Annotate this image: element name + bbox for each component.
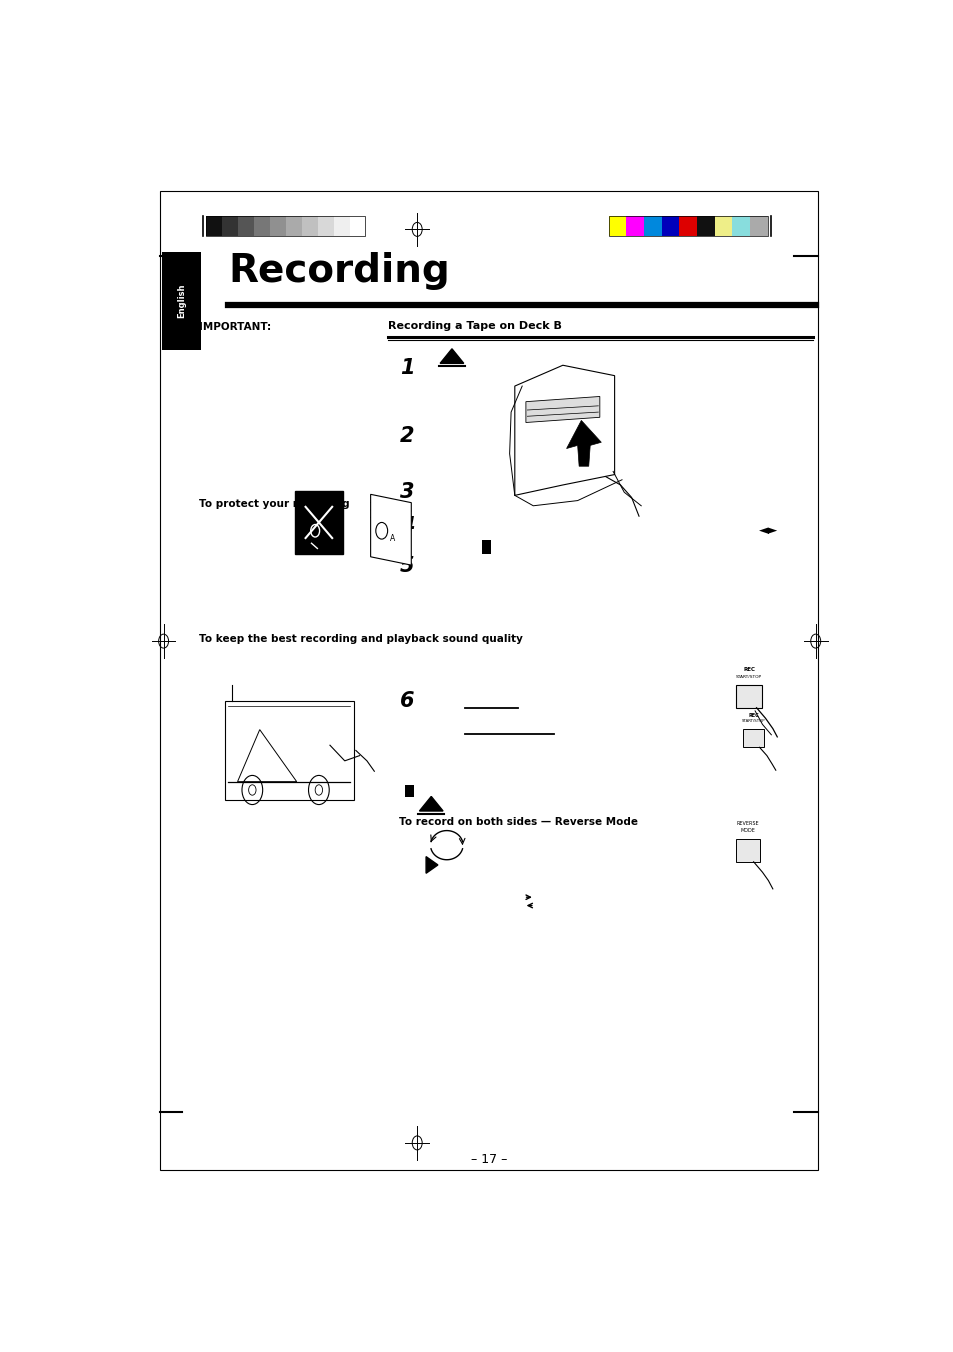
- Polygon shape: [525, 396, 599, 422]
- Bar: [301, 216, 317, 235]
- Text: 5: 5: [400, 556, 415, 576]
- Bar: [608, 216, 767, 235]
- Bar: [253, 216, 270, 235]
- Bar: [735, 685, 761, 707]
- Text: 1: 1: [400, 358, 415, 379]
- Bar: [270, 216, 286, 235]
- Polygon shape: [419, 796, 442, 811]
- Text: REC: REC: [742, 668, 755, 672]
- Text: START/STOP: START/STOP: [741, 719, 764, 723]
- Bar: [714, 216, 732, 235]
- Text: A: A: [390, 534, 395, 542]
- Bar: [643, 216, 661, 235]
- Text: MODE: MODE: [740, 827, 755, 833]
- Text: To record on both sides — Reverse Mode: To record on both sides — Reverse Mode: [398, 817, 637, 827]
- Text: 2: 2: [400, 426, 415, 446]
- Bar: [735, 838, 759, 861]
- Bar: [238, 216, 253, 235]
- Bar: [405, 784, 414, 798]
- Bar: [481, 541, 491, 554]
- Bar: [294, 491, 342, 554]
- Bar: [317, 216, 334, 235]
- Polygon shape: [426, 857, 437, 873]
- Text: ◄►: ◄►: [758, 525, 778, 537]
- Bar: [334, 216, 349, 235]
- Text: REC: REC: [747, 713, 759, 718]
- Text: REVERSE: REVERSE: [736, 822, 759, 826]
- Text: Recording a Tape on Deck B: Recording a Tape on Deck B: [387, 320, 561, 331]
- Bar: [697, 216, 714, 235]
- Text: To protect your recording: To protect your recording: [199, 499, 350, 508]
- Bar: [661, 216, 679, 235]
- Bar: [222, 216, 238, 235]
- Bar: [732, 216, 749, 235]
- Bar: [206, 216, 222, 235]
- Text: 4: 4: [400, 516, 415, 537]
- Bar: [749, 216, 767, 235]
- Text: START/STOP: START/STOP: [736, 675, 761, 679]
- Text: 3: 3: [400, 481, 415, 502]
- Bar: [608, 216, 626, 235]
- Bar: [679, 216, 697, 235]
- Text: – 17 –: – 17 –: [470, 1153, 507, 1165]
- Polygon shape: [370, 495, 411, 565]
- Bar: [206, 216, 365, 235]
- Text: 6: 6: [400, 691, 415, 711]
- Bar: [626, 216, 643, 235]
- Bar: [349, 216, 365, 235]
- Bar: [160, 192, 817, 1169]
- Polygon shape: [515, 365, 614, 495]
- Text: To keep the best recording and playback sound quality: To keep the best recording and playback …: [199, 634, 522, 644]
- Polygon shape: [439, 349, 463, 364]
- Text: IMPORTANT:: IMPORTANT:: [199, 322, 271, 331]
- Bar: [742, 729, 763, 748]
- Bar: [286, 216, 301, 235]
- Polygon shape: [566, 420, 600, 466]
- Text: English: English: [176, 284, 186, 318]
- Bar: [162, 251, 200, 350]
- Text: Recording: Recording: [228, 253, 449, 291]
- Bar: [224, 700, 354, 800]
